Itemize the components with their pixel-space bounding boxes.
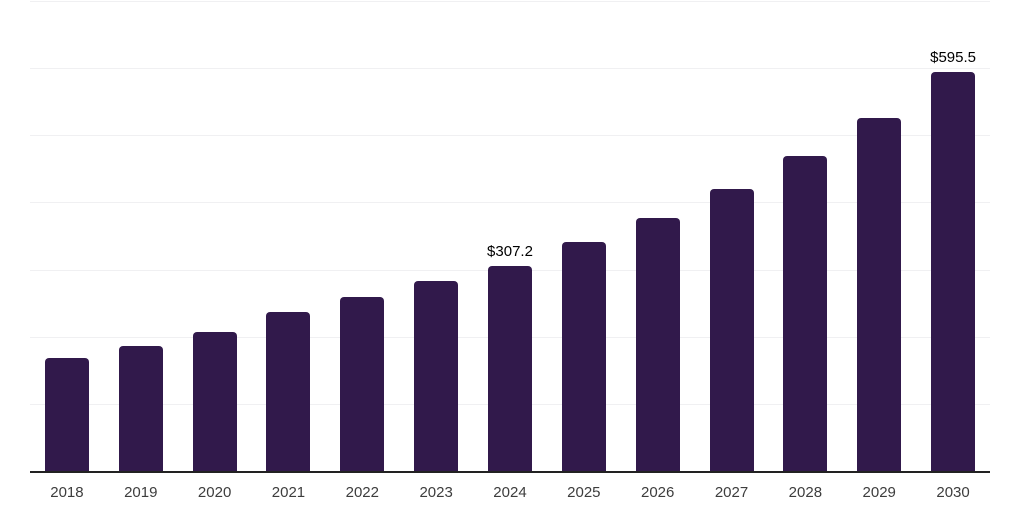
bar-2025 xyxy=(561,242,606,472)
x-axis-labels: 2018 2019 2020 2021 2022 2023 2024 2025 2026 2027… xyxy=(30,484,990,501)
gridline-500 xyxy=(30,135,990,137)
bar-2028 xyxy=(783,155,828,472)
x-tick-2029: 2029 xyxy=(862,484,896,501)
bar-2029 xyxy=(857,118,902,472)
x-tick-2028: 2028 xyxy=(788,484,823,501)
bar-2019 xyxy=(118,346,163,472)
x-tick-2030: 2030 xyxy=(936,484,970,501)
bar-2026 xyxy=(635,217,680,472)
x-tick-2023: 2023 xyxy=(419,484,453,501)
x-tick-2024: 2024 xyxy=(493,484,527,501)
x-tick-2020: 2020 xyxy=(197,484,232,501)
gridline-700 xyxy=(30,1,990,2)
bars-container: $307.2 $595.5 xyxy=(30,2,990,472)
bar-slot-2024: $307.2 xyxy=(473,2,547,472)
data-label-2024: $307.2 xyxy=(487,242,533,260)
x-tick-2025: 2025 xyxy=(567,484,601,501)
bar-slot-2030: $595.5 xyxy=(916,2,990,472)
bar-slot-2019 xyxy=(104,2,178,472)
bar-2023 xyxy=(414,281,459,472)
x-tick-2019: 2019 xyxy=(124,484,158,501)
bar-slot-2018 xyxy=(30,2,104,472)
bar-slot-2023 xyxy=(399,2,473,472)
plot-area: $307.2 $595.5 xyxy=(30,1,990,473)
bar-slot-2025 xyxy=(547,2,621,472)
bar-slot-2022 xyxy=(325,2,399,472)
x-tick-2021: 2021 xyxy=(271,484,306,501)
gridline-600 xyxy=(30,68,990,70)
bar-slot-2027 xyxy=(695,2,769,472)
bar-2027 xyxy=(709,188,754,472)
bar-2021 xyxy=(266,312,311,472)
bar-2022 xyxy=(340,297,385,472)
data-label-2030: $595.5 xyxy=(930,49,976,67)
bar-slot-2029 xyxy=(842,2,916,472)
bar-slot-2020 xyxy=(178,2,252,472)
x-tick-2027: 2027 xyxy=(714,484,749,501)
x-tick-2022: 2022 xyxy=(345,484,379,501)
bar-2018 xyxy=(44,357,89,472)
bar-2024: $307.2 xyxy=(487,243,533,472)
x-tick-2026: 2026 xyxy=(640,484,675,501)
bar-slot-2028 xyxy=(768,2,842,472)
bar-slot-2021 xyxy=(252,2,326,472)
x-tick-2018: 2018 xyxy=(50,484,84,501)
bar-slot-2026 xyxy=(621,2,695,472)
gridline-400 xyxy=(30,202,990,204)
bar-2020 xyxy=(192,331,237,472)
bar-2030: $595.5 xyxy=(930,49,976,472)
x-axis-line xyxy=(30,471,990,473)
